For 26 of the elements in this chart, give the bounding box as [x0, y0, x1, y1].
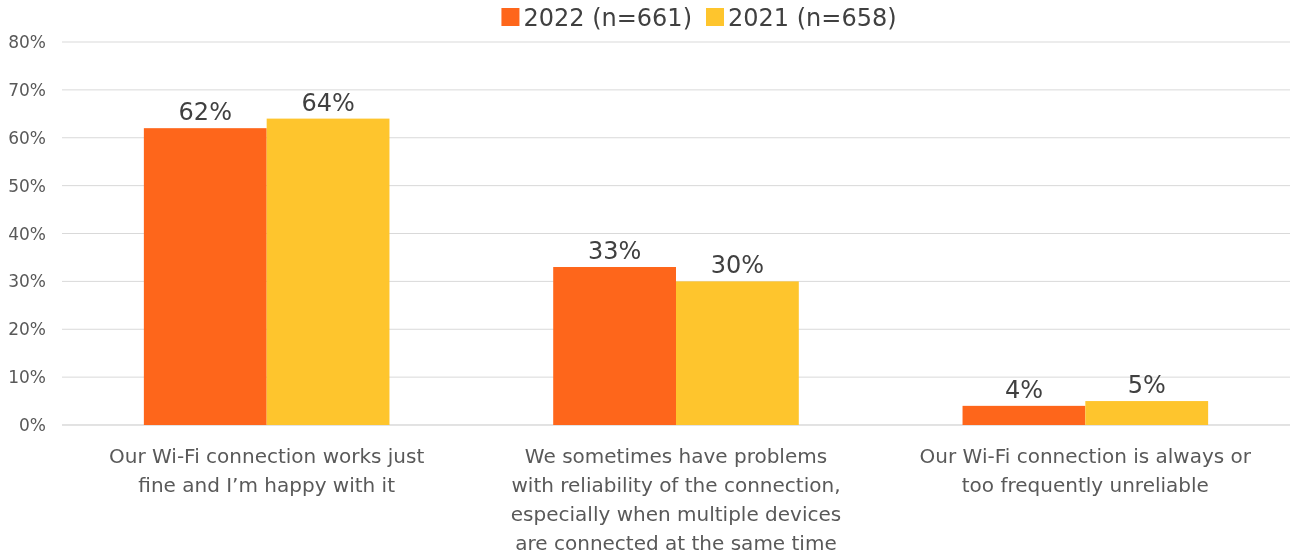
y-tick-label: 10% — [8, 367, 46, 388]
data-label: 62% — [178, 98, 232, 127]
x-tick-label: Our Wi-Fi connection works just fine and I’m happy with it — [109, 444, 425, 497]
data-label: 4% — [1004, 375, 1043, 404]
legend-label: 2022 (n=661) — [523, 4, 692, 32]
bar — [676, 281, 799, 425]
y-tick-label: 0% — [19, 415, 46, 435]
y-tick-label: 40% — [8, 223, 46, 244]
y-tick-label: 30% — [8, 271, 46, 292]
y-tick-label: 20% — [8, 319, 46, 340]
x-tick-label: We sometimes have problems with reliability of the connection, especially when multiple devices are connected at the same time — [510, 444, 842, 554]
y-tick-label: 70% — [8, 79, 46, 100]
bar — [553, 267, 676, 425]
bar — [1085, 401, 1209, 425]
legend-label: 2021 (n=658) — [728, 4, 897, 32]
y-tick-label: 60% — [8, 127, 46, 148]
data-label: 30% — [710, 251, 765, 280]
bar — [266, 118, 390, 425]
data-label: 33% — [587, 237, 642, 266]
bar — [143, 128, 267, 425]
data-label: 64% — [301, 88, 355, 117]
bar — [962, 405, 1086, 425]
y-tick-label: 50% — [8, 175, 46, 196]
y-tick-label: 80% — [8, 32, 46, 52]
x-tick-label: Our Wi-Fi connection is always or too frequently unreliable — [919, 444, 1252, 497]
data-label: 5% — [1127, 371, 1166, 400]
